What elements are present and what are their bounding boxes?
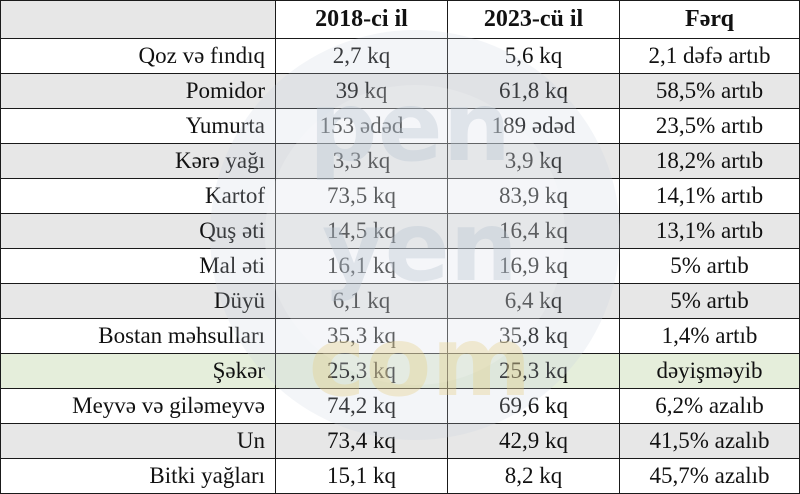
value-2023-cell: 16,4 kq (447, 213, 620, 249)
table-row: Pomidor 39 kq 61,8 kq 58,5% artıb (0, 73, 800, 109)
product-name-cell: Kərə yağı (0, 143, 276, 179)
header-2018: 2018-ci il (275, 0, 448, 39)
table-row: Meyvə və giləmeyvə 74,2 kq 69,6 kq 6,2% aza… (0, 388, 800, 424)
difference-cell: dəyişməyib (619, 353, 800, 389)
table-row: Mal əti 16,1 kq 16,9 kq 5% artıb (0, 248, 800, 284)
value-2018-cell: 6,1 kq (275, 283, 448, 319)
difference-cell: 45,7% azalıb (619, 458, 800, 494)
difference-cell: 5% artıb (619, 248, 800, 284)
table-row: Qoz və fındıq 2,7 kq 5,6 kq 2,1 dəfə artıb (0, 38, 800, 74)
header-difference: Fərq (619, 0, 800, 39)
difference-cell: 23,5% artıb (619, 108, 800, 144)
value-2018-cell: 73,4 kq (275, 423, 448, 459)
value-2023-cell: 83,9 kq (447, 178, 620, 214)
value-2018-cell: 35,3 kq (275, 318, 448, 354)
value-2018-cell: 15,1 kq (275, 458, 448, 494)
table-row: Düyü 6,1 kq 6,4 kq 5% artıb (0, 283, 800, 319)
product-name-cell: Yumurta (0, 108, 276, 144)
value-2018-cell: 73,5 kq (275, 178, 448, 214)
product-name-cell: Quş əti (0, 213, 276, 249)
value-2023-cell: 3,9 kq (447, 143, 620, 179)
value-2018-cell: 2,7 kq (275, 38, 448, 74)
value-2023-cell: 25,3 kq (447, 353, 620, 389)
value-2023-cell: 189 ədəd (447, 108, 620, 144)
value-2018-cell: 39 kq (275, 73, 448, 109)
difference-cell: 1,4% artıb (619, 318, 800, 354)
value-2023-cell: 69,6 kq (447, 388, 620, 424)
value-2023-cell: 35,8 kq (447, 318, 620, 354)
difference-cell: 58,5% artıb (619, 73, 800, 109)
difference-cell: 2,1 dəfə artıb (619, 38, 800, 74)
value-2018-cell: 16,1 kq (275, 248, 448, 284)
value-2023-cell: 42,9 kq (447, 423, 620, 459)
value-2018-cell: 3,3 kq (275, 143, 448, 179)
difference-cell: 41,5% azalıb (619, 423, 800, 459)
difference-cell: 18,2% artıb (619, 143, 800, 179)
table-row: Quş əti 14,5 kq 16,4 kq 13,1% artıb (0, 213, 800, 249)
value-2023-cell: 61,8 kq (447, 73, 620, 109)
difference-cell: 5% artıb (619, 283, 800, 319)
product-name-cell: Bitki yağları (0, 458, 276, 494)
product-name-cell: Düyü (0, 283, 276, 319)
product-name-cell: Un (0, 423, 276, 459)
table-row: Bostan məhsulları 35,3 kq 35,8 kq 1,4% artı… (0, 318, 800, 354)
header-row: 2018-ci il 2023-cü il Fərq (0, 0, 800, 39)
value-2018-cell: 25,3 kq (275, 353, 448, 389)
table-row: Kərə yağı 3,3 kq 3,9 kq 18,2% artıb (0, 143, 800, 179)
value-2023-cell: 6,4 kq (447, 283, 620, 319)
value-2018-cell: 74,2 kq (275, 388, 448, 424)
product-name-cell: Qoz və fındıq (0, 38, 276, 74)
header-2023: 2023-cü il (447, 0, 620, 39)
difference-cell: 13,1% artıb (619, 213, 800, 249)
table-row: Kartof 73,5 kq 83,9 kq 14,1% artıb (0, 178, 800, 214)
difference-cell: 6,2% azalıb (619, 388, 800, 424)
table-row: Bitki yağları 15,1 kq 8,2 kq 45,7% azalıb (0, 458, 800, 494)
value-2023-cell: 8,2 kq (447, 458, 620, 494)
product-name-cell: Pomidor (0, 73, 276, 109)
product-name-cell: Bostan məhsulları (0, 318, 276, 354)
table-row: Yumurta 153 ədəd 189 ədəd 23,5% artıb (0, 108, 800, 144)
difference-cell: 14,1% artıb (619, 178, 800, 214)
value-2018-cell: 153 ədəd (275, 108, 448, 144)
table-row: Un 73,4 kq 42,9 kq 41,5% azalıb (0, 423, 800, 459)
product-name-cell: Mal əti (0, 248, 276, 284)
product-name-cell: Meyvə və giləmeyvə (0, 388, 276, 424)
value-2023-cell: 16,9 kq (447, 248, 620, 284)
value-2023-cell: 5,6 kq (447, 38, 620, 74)
product-name-cell: Şəkər (0, 353, 276, 389)
value-2018-cell: 14,5 kq (275, 213, 448, 249)
table-row: Şəkər 25,3 kq 25,3 kq dəyişməyib (0, 353, 800, 389)
product-name-cell: Kartof (0, 178, 276, 214)
header-cell-empty (0, 0, 276, 39)
